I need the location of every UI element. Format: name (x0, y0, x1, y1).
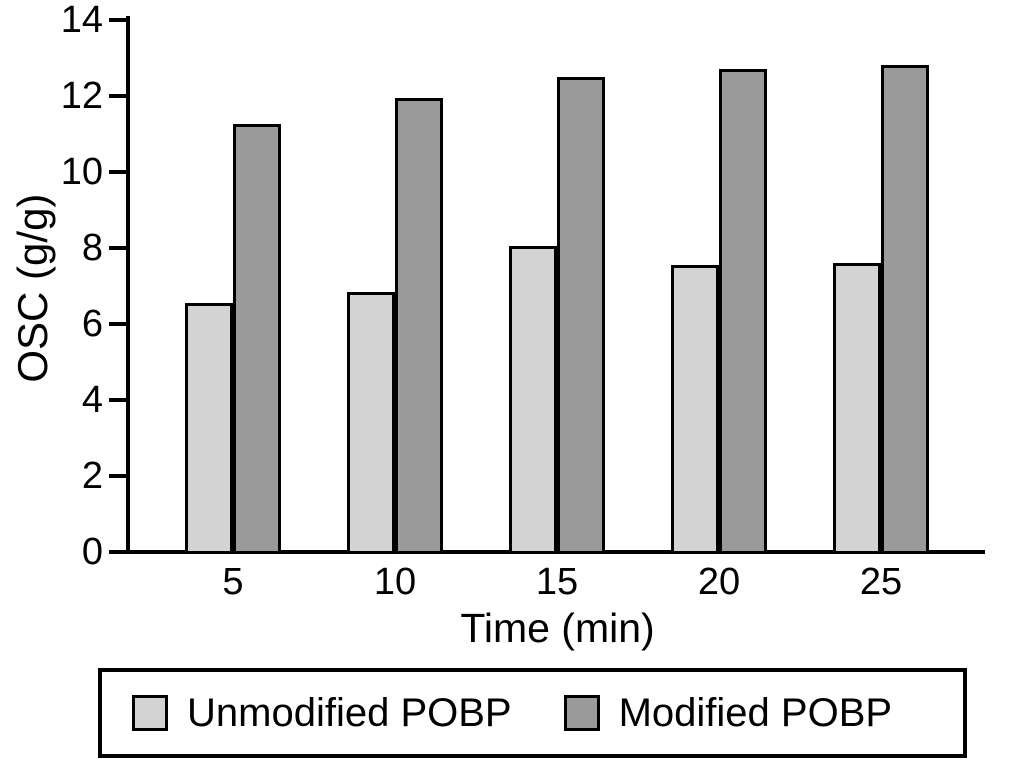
legend-item: Modified POBP (563, 691, 893, 735)
legend-label: Modified POBP (618, 691, 893, 735)
bar-unmodified-pobp-t20 (671, 265, 719, 554)
y-tick-label: 2 (81, 455, 103, 497)
y-tick-label: 4 (81, 379, 103, 421)
bar-unmodified-pobp-t15 (509, 246, 557, 554)
x-tick-label: 25 (859, 561, 903, 603)
bar-unmodified-pobp-t25 (833, 263, 881, 554)
bar-unmodified-pobp-t5 (185, 303, 233, 554)
y-tick (109, 18, 126, 22)
y-tick-label: 6 (81, 303, 103, 345)
legend-item: Unmodified POBP (132, 693, 512, 733)
y-axis-line (126, 16, 130, 554)
y-tick-label: 12 (60, 75, 103, 117)
y-axis-title: OSC (g/g) (8, 193, 56, 383)
y-tick (109, 474, 126, 478)
y-tick (109, 398, 126, 402)
x-tick-label: 5 (222, 561, 244, 603)
y-tick-label: 10 (60, 151, 103, 193)
y-tick (109, 322, 126, 326)
y-tick (109, 94, 126, 98)
legend: Unmodified POBP Modified POBP (98, 668, 967, 758)
bar-modified-pobp-t15 (557, 77, 605, 554)
y-tick-label: 8 (81, 227, 103, 269)
y-tick (109, 170, 126, 174)
legend-swatch-icon (132, 695, 168, 731)
x-tick-label: 20 (697, 561, 741, 603)
bar-modified-pobp-t5 (233, 124, 281, 554)
y-tick (109, 246, 126, 250)
y-tick-label: 0 (81, 531, 103, 573)
y-tick (109, 550, 126, 554)
legend-swatch-icon (563, 695, 600, 731)
x-tick-label: 10 (373, 561, 417, 603)
y-tick-label: 14 (60, 0, 103, 41)
bar-unmodified-pobp-t10 (347, 292, 395, 554)
legend-label: Unmodified POBP (187, 691, 512, 735)
x-axis-title: Time (min) (460, 605, 655, 651)
bar-modified-pobp-t25 (881, 65, 929, 554)
bar-modified-pobp-t20 (719, 69, 767, 554)
bar-modified-pobp-t10 (395, 98, 443, 554)
x-tick-label: 15 (535, 561, 579, 603)
